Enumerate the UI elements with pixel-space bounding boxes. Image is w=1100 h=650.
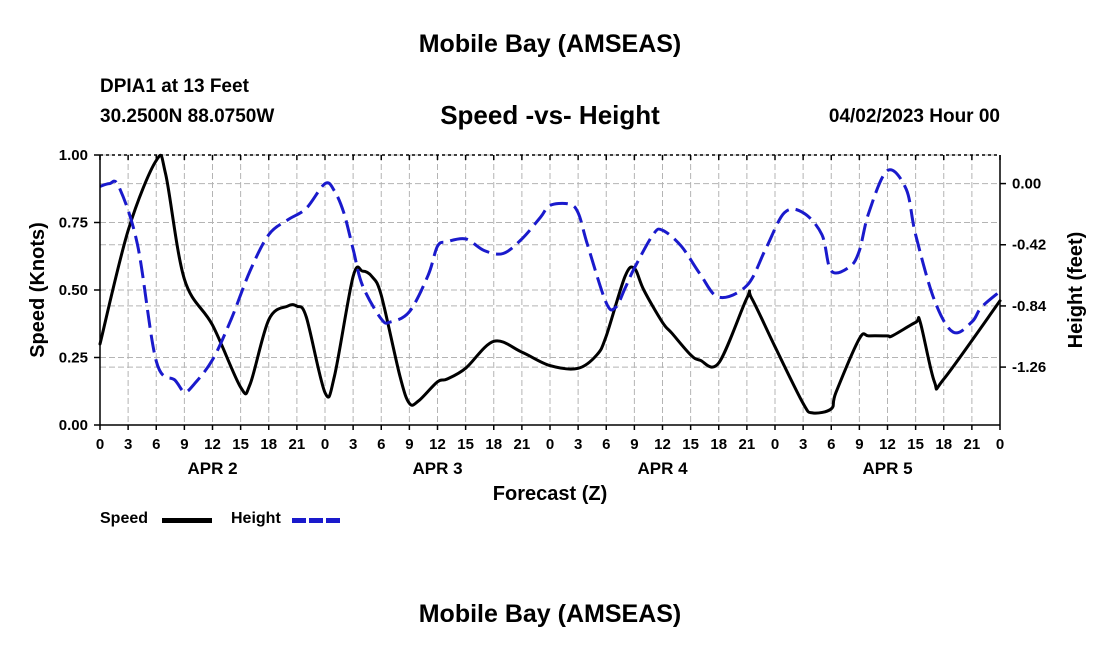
legend-height-label: Height [231,510,281,527]
y-right-tick-label: -0.84 [1012,298,1047,315]
x-tick-label: 0 [996,436,1004,453]
chart: 0 3 6 9 12 15 18 21 0 3 6 9 12 15 18 21 0 3 6 9 12 15 18 21 0 3 6 9… [27,147,1087,505]
x-tick-label: 18 [260,436,277,453]
station-coords: 30.2500N 88.0750W [100,106,275,127]
x-tick-label: 9 [630,436,638,453]
x-tick-label: 15 [907,436,924,453]
y-right-tick-label: -1.26 [1012,359,1046,376]
legend-speed-label: Speed [100,510,149,527]
x-tick-label: 12 [879,436,896,453]
x-tick-label: 9 [405,436,413,453]
legend-speed-line [162,518,212,523]
x-tick-label: 6 [152,436,160,453]
y-tick-label: 0.25 [59,350,88,367]
x-tick-label: 21 [514,436,531,453]
x-tick-label: 18 [710,436,727,453]
x-tick-label: 3 [124,436,132,453]
x-tick-label: 0 [321,436,329,453]
y-tick-label: 0.50 [59,282,88,299]
y-tick-label: 1.00 [59,147,88,164]
y-axis-label-right: Height (feet) [1065,232,1087,349]
y-right-tick-label: -0.42 [1012,237,1046,254]
series-layer [98,153,1002,415]
x-tick-label: 15 [457,436,474,453]
y-tick-label: 0.00 [59,417,88,434]
x-tick-label: 0 [96,436,104,453]
day-label: APR 4 [637,459,688,478]
x-tick-label: 18 [485,436,502,453]
x-tick-label: 21 [289,436,306,453]
y-tick-label: 0.75 [59,215,88,232]
x-tick-label: 3 [574,436,582,453]
bottom-title: Mobile Bay (AMSEAS) [418,600,682,628]
x-tick-label: 12 [654,436,671,453]
x-tick-label: 6 [377,436,385,453]
station-name: DPIA1 at 13 Feet [100,76,249,97]
x-tick-label: 3 [349,436,357,453]
day-label: APR 3 [412,459,462,478]
x-axis-label: Forecast (Z) [493,483,607,505]
x-tick-label: 9 [180,436,188,453]
x-tick-label: 9 [855,436,863,453]
x-tick-label: 15 [232,436,249,453]
day-label: APR 5 [862,459,912,478]
x-tick-label: 0 [771,436,779,453]
run-time: 04/02/2023 Hour 00 [828,106,1000,127]
x-tick-label: 3 [799,436,807,453]
legend-height-line [292,518,342,523]
axis-layer: 0 3 6 9 12 15 18 21 0 3 6 9 12 15 18 21 0 3 6 9 12 15 18 21 0 3 6 9… [59,147,1047,478]
grid-layer [99,154,1001,426]
x-tick-label: 21 [739,436,756,453]
series-line-speed [98,153,1002,415]
x-tick-label: 18 [935,436,952,453]
x-tick-label: 0 [546,436,554,453]
y-axis-label-left: Speed (Knots) [27,222,49,358]
x-tick-label: 12 [204,436,221,453]
chart-title: Speed -vs- Height [440,100,660,130]
x-tick-label: 21 [964,436,981,453]
y-right-tick-label: 0.00 [1012,176,1041,193]
x-tick-label: 12 [429,436,446,453]
x-tick-label: 6 [602,436,610,453]
main-title: Mobile Bay (AMSEAS) [418,30,682,58]
x-tick-label: 6 [827,436,835,453]
series-line-height [99,168,1001,394]
day-label: APR 2 [187,459,237,478]
x-tick-label: 15 [682,436,699,453]
